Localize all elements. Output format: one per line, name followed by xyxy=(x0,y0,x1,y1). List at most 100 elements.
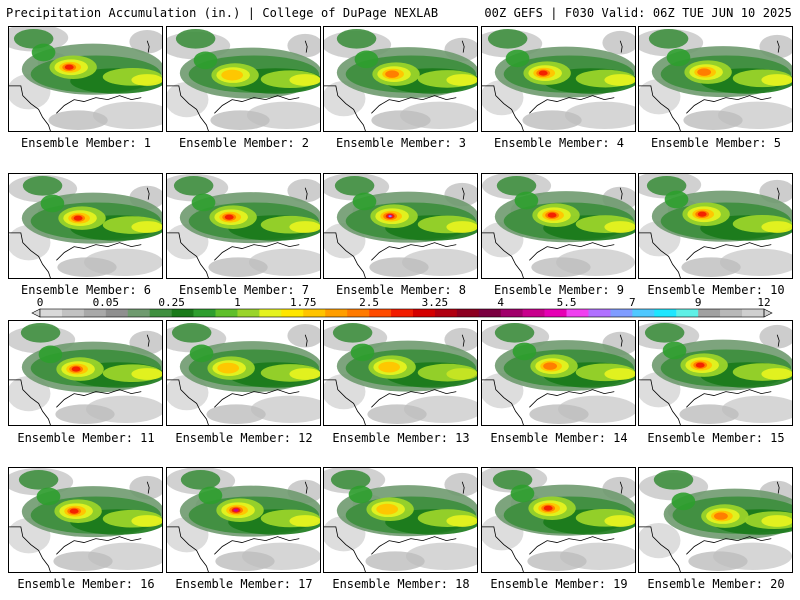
precip-contour xyxy=(180,469,221,490)
coastline xyxy=(214,242,300,261)
precip-contour xyxy=(20,322,61,343)
precip-contour xyxy=(512,342,537,361)
precip-contour xyxy=(330,469,371,490)
coastline xyxy=(56,242,142,261)
colorbar-segment xyxy=(237,309,260,317)
coastline xyxy=(371,389,457,408)
precip-contour xyxy=(53,551,113,572)
ensemble-member-map xyxy=(323,320,478,426)
precip-contour xyxy=(697,68,712,76)
colorbar-segment xyxy=(500,309,523,317)
precip-contour xyxy=(64,64,74,70)
precip-contour xyxy=(36,487,61,506)
precip-contour xyxy=(215,551,275,572)
lake-outline xyxy=(461,481,465,494)
precip-contour xyxy=(446,515,477,527)
precip-contour xyxy=(332,322,373,343)
ensemble-member-map xyxy=(481,467,636,573)
state-border-line xyxy=(324,85,366,131)
precip-contour xyxy=(494,322,535,343)
precip-contour xyxy=(385,70,400,78)
ensemble-member-map xyxy=(481,26,636,132)
precip-contour xyxy=(217,362,240,374)
precip-contour xyxy=(564,101,635,130)
ensemble-member-map xyxy=(638,467,793,573)
page-title: Precipitation Accumulation (in.) | Colle… xyxy=(6,6,439,20)
precip-contour xyxy=(604,221,635,233)
precip-contour xyxy=(48,110,108,131)
precip-contour xyxy=(761,74,792,86)
coastline xyxy=(529,95,615,114)
precip-contour xyxy=(324,80,366,117)
precip-contour xyxy=(604,74,635,86)
precip-contour xyxy=(365,551,425,572)
lake-outline xyxy=(304,481,308,494)
coastline xyxy=(56,389,142,408)
coastline xyxy=(214,536,300,555)
colorbar-segment xyxy=(259,309,282,317)
lake-outline xyxy=(146,481,150,494)
colorbar-segment xyxy=(127,309,150,317)
precip-contour xyxy=(175,28,216,49)
coastline xyxy=(371,95,457,114)
state-border-line xyxy=(167,526,209,572)
lake-outline xyxy=(619,187,623,200)
ensemble-member-map xyxy=(8,467,163,573)
ensemble-member-map xyxy=(323,173,478,279)
precip-contour xyxy=(505,49,530,68)
colorbar-segment xyxy=(588,309,611,317)
ensemble-member-label: Ensemble Member: 3 xyxy=(335,136,467,150)
lake-outline xyxy=(146,334,150,347)
precip-contour xyxy=(543,505,553,511)
ensemble-member-map xyxy=(8,173,163,279)
precip-contour xyxy=(531,257,591,278)
precip-contour xyxy=(378,361,401,373)
ensemble-member-label: Ensemble Member: 1 xyxy=(20,136,152,150)
ensemble-member-label: Ensemble Member: 10 xyxy=(647,283,785,297)
precip-contour xyxy=(371,110,431,131)
ensemble-member-label: Ensemble Member: 19 xyxy=(490,577,628,591)
run-valid-time: 00Z GEFS | F030 Valid: 06Z TUE JUN 10 20… xyxy=(484,6,792,20)
precip-contour xyxy=(721,395,792,424)
lake-outline xyxy=(776,334,780,347)
precip-contour xyxy=(666,48,691,67)
precip-contour xyxy=(289,221,320,233)
precip-contour xyxy=(683,110,743,131)
precip-contour xyxy=(189,344,214,363)
precip-contour xyxy=(69,508,79,514)
colorbar-low-arrow xyxy=(31,308,41,318)
precip-contour xyxy=(602,30,635,55)
precip-contour xyxy=(173,175,214,196)
precip-contour xyxy=(210,110,270,131)
precip-contour xyxy=(167,81,209,118)
ensemble-member-map xyxy=(166,173,321,279)
precip-contour xyxy=(336,28,377,49)
precip-contour xyxy=(646,175,687,196)
ensemble-member-map xyxy=(638,320,793,426)
colorbar-segment xyxy=(522,309,545,317)
coastline xyxy=(686,95,772,114)
ensemble-member-label: Ensemble Member: 18 xyxy=(332,577,470,591)
precip-contour xyxy=(9,375,51,412)
coastline xyxy=(686,242,772,261)
precip-contour xyxy=(191,193,216,212)
colorbar-tick-label: 1 xyxy=(234,296,241,309)
precip-contour xyxy=(492,469,533,490)
precip-contour xyxy=(131,515,162,527)
ensemble-member-map xyxy=(166,320,321,426)
lake-outline xyxy=(304,40,308,53)
ensemble-member-label: Ensemble Member: 16 xyxy=(17,577,155,591)
precip-contour xyxy=(514,191,539,210)
colorbar-segment xyxy=(303,309,326,317)
colorbar-segment xyxy=(281,309,304,317)
precip-contour xyxy=(761,221,792,233)
colorbar-tick-label: 7 xyxy=(629,296,636,309)
precip-contour xyxy=(369,257,429,278)
precip-contour xyxy=(688,551,748,572)
ensemble-member-map xyxy=(8,320,163,426)
coastline xyxy=(56,95,142,114)
precip-contour xyxy=(444,472,477,497)
colorbar-segment xyxy=(325,309,348,317)
state-border-line xyxy=(324,379,366,425)
precip-contour xyxy=(287,323,320,348)
